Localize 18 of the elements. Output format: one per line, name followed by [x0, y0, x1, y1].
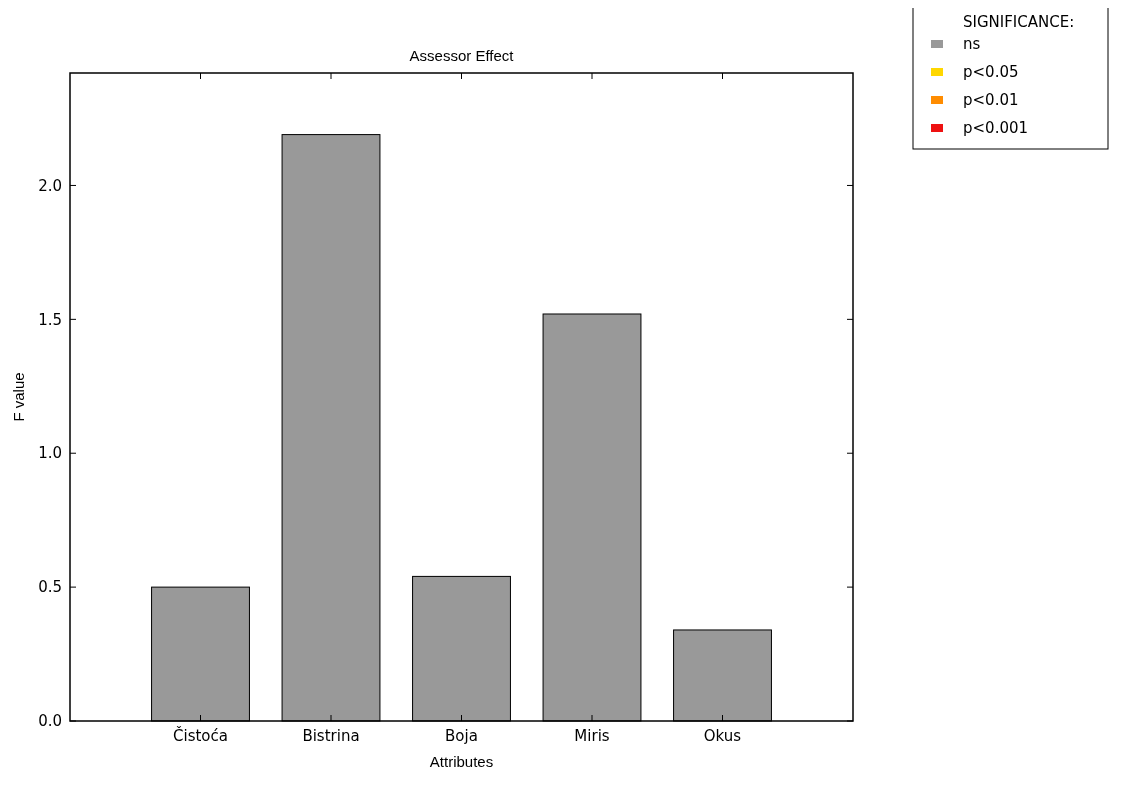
- y-axis-title: F value: [10, 372, 27, 422]
- legend-label: p<0.05: [963, 63, 1019, 82]
- y-tick-label: 0.5: [38, 578, 62, 597]
- legend-title: SIGNIFICANCE:: [963, 13, 1075, 31]
- x-tick-label: Boja: [445, 727, 478, 745]
- legend-label: p<0.001: [963, 119, 1029, 138]
- y-tick-label: 1.5: [38, 310, 62, 329]
- x-tick-label: Čistoća: [173, 726, 228, 745]
- x-tick-label: Miris: [574, 727, 610, 745]
- x-axis-title: Attributes: [429, 753, 494, 770]
- legend-label: ns: [963, 35, 981, 54]
- x-tick-label: Bistrina: [302, 727, 360, 745]
- y-tick-label: 2.0: [38, 176, 62, 195]
- y-tick-label: 1.0: [38, 444, 62, 463]
- x-tick-label: Okus: [703, 727, 742, 745]
- legend-label: p<0.01: [963, 91, 1019, 110]
- y-tick-label: 0.0: [38, 712, 62, 731]
- chart-title: Assessor Effect: [409, 47, 515, 64]
